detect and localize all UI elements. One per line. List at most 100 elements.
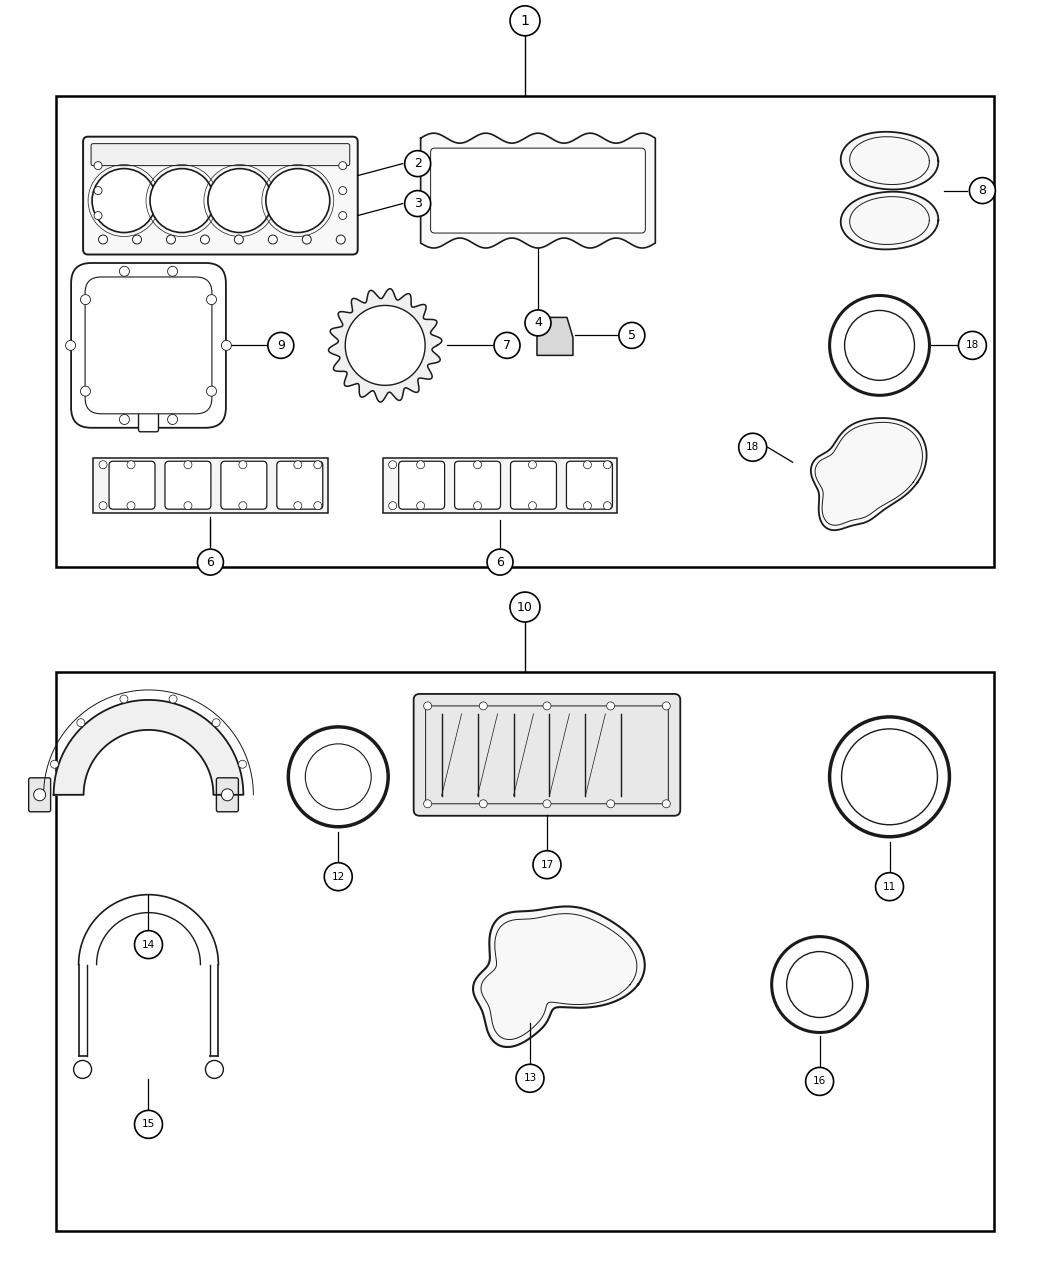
Circle shape xyxy=(516,1065,544,1093)
Circle shape xyxy=(81,386,90,397)
FancyBboxPatch shape xyxy=(71,263,226,428)
Text: 15: 15 xyxy=(142,1119,155,1130)
Circle shape xyxy=(94,212,102,219)
Circle shape xyxy=(212,719,220,727)
Polygon shape xyxy=(421,133,655,249)
Text: 18: 18 xyxy=(966,340,979,351)
Circle shape xyxy=(314,460,321,469)
Circle shape xyxy=(607,703,614,710)
Circle shape xyxy=(184,460,192,469)
Circle shape xyxy=(269,235,277,244)
Circle shape xyxy=(184,501,192,510)
Circle shape xyxy=(805,1067,834,1095)
Circle shape xyxy=(268,333,294,358)
FancyBboxPatch shape xyxy=(165,462,211,509)
Circle shape xyxy=(510,592,540,622)
Circle shape xyxy=(584,460,591,469)
Circle shape xyxy=(169,695,177,703)
Text: 12: 12 xyxy=(332,872,344,882)
FancyBboxPatch shape xyxy=(414,694,680,816)
FancyBboxPatch shape xyxy=(28,778,50,812)
Circle shape xyxy=(65,340,76,351)
Circle shape xyxy=(423,799,432,808)
Circle shape xyxy=(167,235,175,244)
Circle shape xyxy=(336,235,345,244)
Circle shape xyxy=(479,703,487,710)
Circle shape xyxy=(423,703,432,710)
Polygon shape xyxy=(841,131,939,190)
Circle shape xyxy=(222,789,233,801)
Circle shape xyxy=(99,501,107,510)
FancyBboxPatch shape xyxy=(399,462,444,509)
Circle shape xyxy=(222,340,231,351)
Circle shape xyxy=(339,162,347,170)
Circle shape xyxy=(474,501,482,510)
Circle shape xyxy=(842,729,938,825)
Circle shape xyxy=(404,150,430,177)
Circle shape xyxy=(99,235,107,244)
FancyBboxPatch shape xyxy=(139,405,159,432)
Circle shape xyxy=(404,190,430,217)
Circle shape xyxy=(168,266,177,277)
Circle shape xyxy=(772,937,867,1033)
Circle shape xyxy=(830,717,949,836)
Circle shape xyxy=(525,310,551,335)
Text: 18: 18 xyxy=(747,442,759,453)
Circle shape xyxy=(604,460,611,469)
Polygon shape xyxy=(811,418,926,530)
Text: 6: 6 xyxy=(496,556,504,569)
Text: 2: 2 xyxy=(414,157,422,170)
FancyBboxPatch shape xyxy=(109,462,155,509)
Circle shape xyxy=(314,501,321,510)
Circle shape xyxy=(120,695,128,703)
Circle shape xyxy=(294,501,301,510)
Circle shape xyxy=(294,460,301,469)
Circle shape xyxy=(739,434,766,462)
Text: 13: 13 xyxy=(523,1074,537,1084)
Text: 1: 1 xyxy=(521,14,529,28)
FancyBboxPatch shape xyxy=(85,277,212,414)
Circle shape xyxy=(127,460,135,469)
Circle shape xyxy=(417,501,424,510)
FancyBboxPatch shape xyxy=(83,136,358,255)
Circle shape xyxy=(120,414,129,425)
Circle shape xyxy=(94,162,102,170)
Circle shape xyxy=(150,168,214,232)
Circle shape xyxy=(479,799,487,808)
Text: 7: 7 xyxy=(503,339,511,352)
Circle shape xyxy=(495,333,520,358)
Circle shape xyxy=(417,460,424,469)
Circle shape xyxy=(969,177,995,204)
Circle shape xyxy=(134,1111,163,1139)
Text: 17: 17 xyxy=(541,859,553,870)
Circle shape xyxy=(786,951,853,1017)
Circle shape xyxy=(77,719,85,727)
Text: 3: 3 xyxy=(414,198,422,210)
FancyBboxPatch shape xyxy=(93,458,328,513)
Circle shape xyxy=(663,703,670,710)
Circle shape xyxy=(94,186,102,195)
FancyBboxPatch shape xyxy=(455,462,501,509)
Text: 11: 11 xyxy=(883,882,896,891)
Circle shape xyxy=(543,703,551,710)
Circle shape xyxy=(302,235,311,244)
Circle shape xyxy=(663,799,670,808)
FancyBboxPatch shape xyxy=(566,462,612,509)
Text: 16: 16 xyxy=(813,1076,826,1086)
FancyBboxPatch shape xyxy=(277,462,322,509)
Circle shape xyxy=(239,460,247,469)
Circle shape xyxy=(618,323,645,348)
Circle shape xyxy=(474,460,482,469)
Bar xyxy=(56,672,994,1232)
Circle shape xyxy=(239,501,247,510)
Circle shape xyxy=(208,168,272,232)
Polygon shape xyxy=(841,191,939,250)
Circle shape xyxy=(844,310,915,380)
FancyBboxPatch shape xyxy=(382,458,617,513)
Text: 14: 14 xyxy=(142,940,155,950)
Circle shape xyxy=(324,863,352,891)
Circle shape xyxy=(99,460,107,469)
Circle shape xyxy=(50,760,59,769)
Circle shape xyxy=(234,235,244,244)
Circle shape xyxy=(830,296,929,395)
